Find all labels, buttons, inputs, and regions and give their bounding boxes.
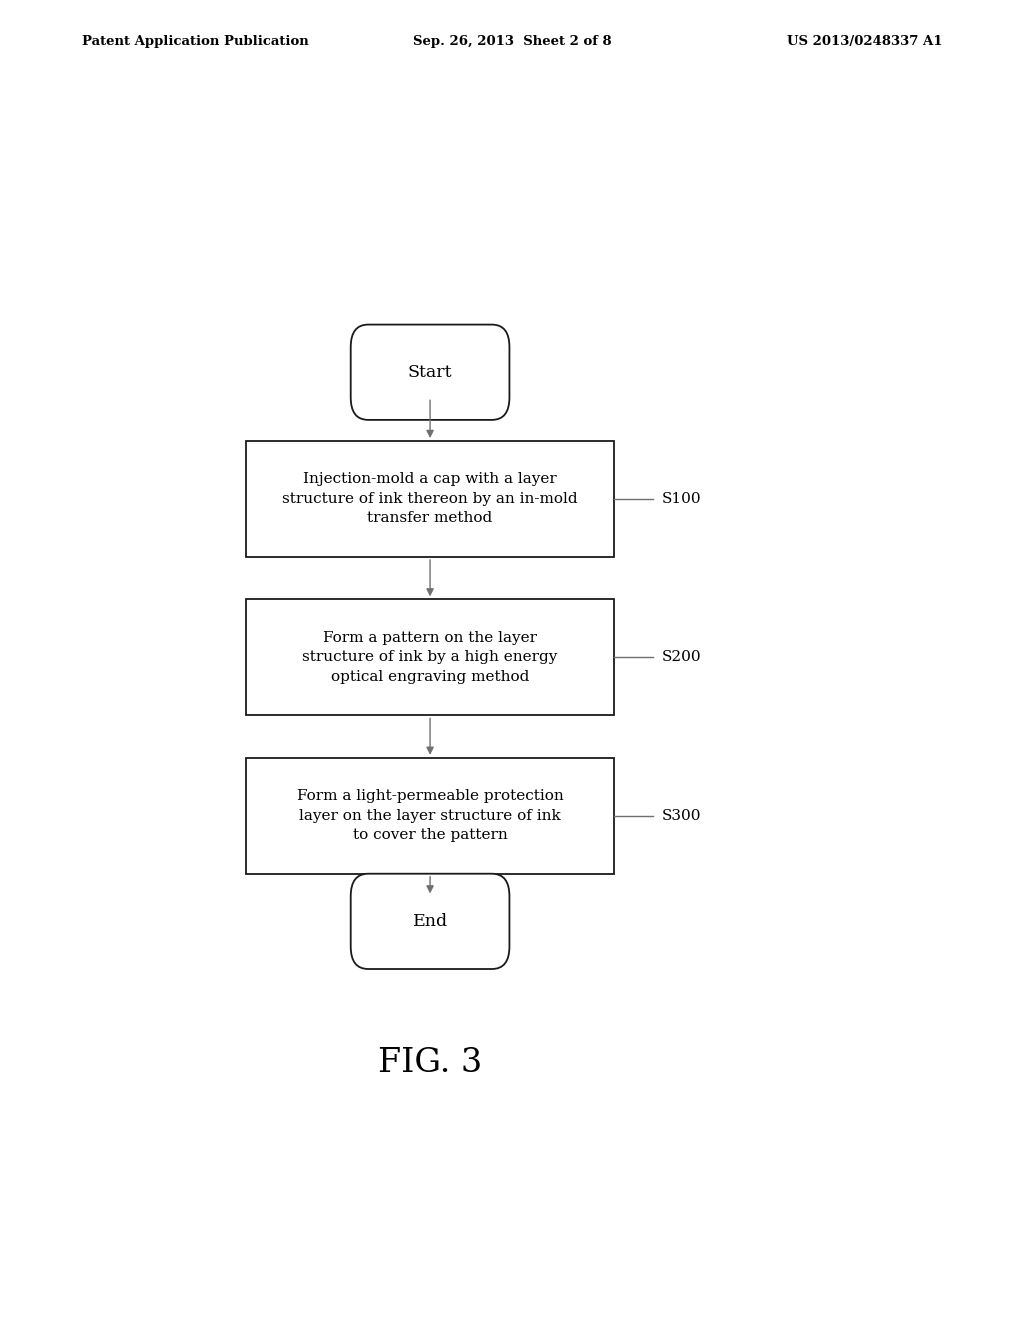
Text: Patent Application Publication: Patent Application Publication xyxy=(82,36,308,48)
Bar xyxy=(246,599,614,715)
Text: FIG. 3: FIG. 3 xyxy=(378,1047,482,1078)
Text: Sep. 26, 2013  Sheet 2 of 8: Sep. 26, 2013 Sheet 2 of 8 xyxy=(413,36,611,48)
Text: S300: S300 xyxy=(662,809,701,822)
Text: Start: Start xyxy=(408,364,453,380)
Text: End: End xyxy=(413,913,447,929)
Text: Form a light-permeable protection
layer on the layer structure of ink
to cover t: Form a light-permeable protection layer … xyxy=(297,789,563,842)
Text: S200: S200 xyxy=(662,651,701,664)
FancyBboxPatch shape xyxy=(350,325,509,420)
Bar xyxy=(246,441,614,557)
Text: S100: S100 xyxy=(662,492,701,506)
Bar xyxy=(246,758,614,874)
FancyBboxPatch shape xyxy=(350,874,509,969)
Text: Injection-mold a cap with a layer
structure of ink thereon by an in-mold
transfe: Injection-mold a cap with a layer struct… xyxy=(283,473,578,525)
Text: Form a pattern on the layer
structure of ink by a high energy
optical engraving : Form a pattern on the layer structure of… xyxy=(302,631,558,684)
Text: US 2013/0248337 A1: US 2013/0248337 A1 xyxy=(786,36,942,48)
